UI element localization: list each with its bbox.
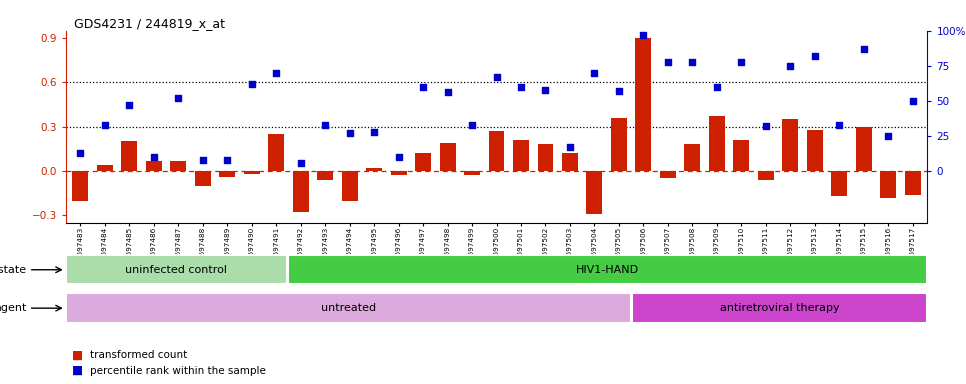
Point xyxy=(465,122,480,128)
Point xyxy=(98,122,113,128)
Bar xyxy=(219,171,235,177)
Point xyxy=(342,130,357,136)
Point xyxy=(758,123,774,129)
Point xyxy=(538,86,554,93)
Point xyxy=(685,58,700,65)
Bar xyxy=(440,143,456,171)
Text: untreated: untreated xyxy=(322,303,377,313)
Point xyxy=(146,154,161,160)
Bar xyxy=(758,171,774,180)
Bar xyxy=(586,171,603,214)
Point xyxy=(636,32,651,38)
Bar xyxy=(611,118,627,171)
Bar xyxy=(195,171,211,186)
Text: GDS4231 / 244819_x_at: GDS4231 / 244819_x_at xyxy=(74,17,225,30)
Point xyxy=(219,157,235,163)
Bar xyxy=(97,165,113,171)
Bar xyxy=(513,140,529,171)
Bar xyxy=(243,171,260,174)
Point xyxy=(293,159,308,166)
Text: uninfected control: uninfected control xyxy=(126,265,227,275)
Bar xyxy=(709,116,724,171)
Text: ■: ■ xyxy=(72,364,84,377)
Bar xyxy=(782,119,798,171)
Bar xyxy=(905,171,921,195)
Point xyxy=(244,81,260,87)
Bar xyxy=(67,293,632,323)
Bar xyxy=(122,141,137,171)
Bar xyxy=(660,171,676,179)
Point xyxy=(880,133,895,139)
Point xyxy=(832,122,847,128)
Point xyxy=(391,154,407,160)
Text: HIV1-HAND: HIV1-HAND xyxy=(576,265,639,275)
Point xyxy=(856,46,871,52)
Point xyxy=(782,63,798,69)
Bar xyxy=(464,171,480,175)
Bar xyxy=(288,255,926,285)
Bar xyxy=(684,144,700,171)
Point xyxy=(440,89,455,96)
Point xyxy=(611,88,627,94)
Bar xyxy=(489,131,504,171)
Point xyxy=(122,102,137,108)
Text: antiretroviral therapy: antiretroviral therapy xyxy=(720,303,839,313)
Point xyxy=(195,157,211,163)
Bar xyxy=(633,293,926,323)
Point xyxy=(586,70,602,76)
Point xyxy=(72,150,88,156)
Bar xyxy=(880,171,896,198)
Bar xyxy=(317,171,333,180)
Bar xyxy=(72,171,88,200)
Bar xyxy=(807,130,823,171)
Text: agent: agent xyxy=(0,303,26,313)
Bar xyxy=(170,161,186,171)
Bar xyxy=(390,171,407,175)
Point xyxy=(733,58,749,65)
Bar xyxy=(537,144,554,171)
Point xyxy=(415,84,431,90)
Bar xyxy=(269,134,284,171)
Bar xyxy=(415,153,431,171)
Point xyxy=(366,129,382,135)
Bar xyxy=(733,140,750,171)
Bar xyxy=(366,168,383,171)
Point xyxy=(513,84,528,90)
Point xyxy=(318,122,333,128)
Bar xyxy=(67,255,287,285)
Point xyxy=(807,53,822,59)
Point xyxy=(489,74,504,80)
Point xyxy=(562,144,578,150)
Point xyxy=(171,95,186,101)
Text: disease state: disease state xyxy=(0,265,26,275)
Text: ■: ■ xyxy=(72,349,84,362)
Bar xyxy=(856,127,871,171)
Point xyxy=(905,98,921,104)
Point xyxy=(269,70,284,76)
Bar xyxy=(146,161,161,171)
Bar xyxy=(293,171,309,212)
Bar xyxy=(636,38,651,171)
Point xyxy=(709,84,724,90)
Text: percentile rank within the sample: percentile rank within the sample xyxy=(90,366,266,376)
Bar xyxy=(342,171,357,200)
Text: transformed count: transformed count xyxy=(90,350,187,360)
Bar xyxy=(562,153,578,171)
Bar xyxy=(832,171,847,196)
Point xyxy=(660,58,675,65)
